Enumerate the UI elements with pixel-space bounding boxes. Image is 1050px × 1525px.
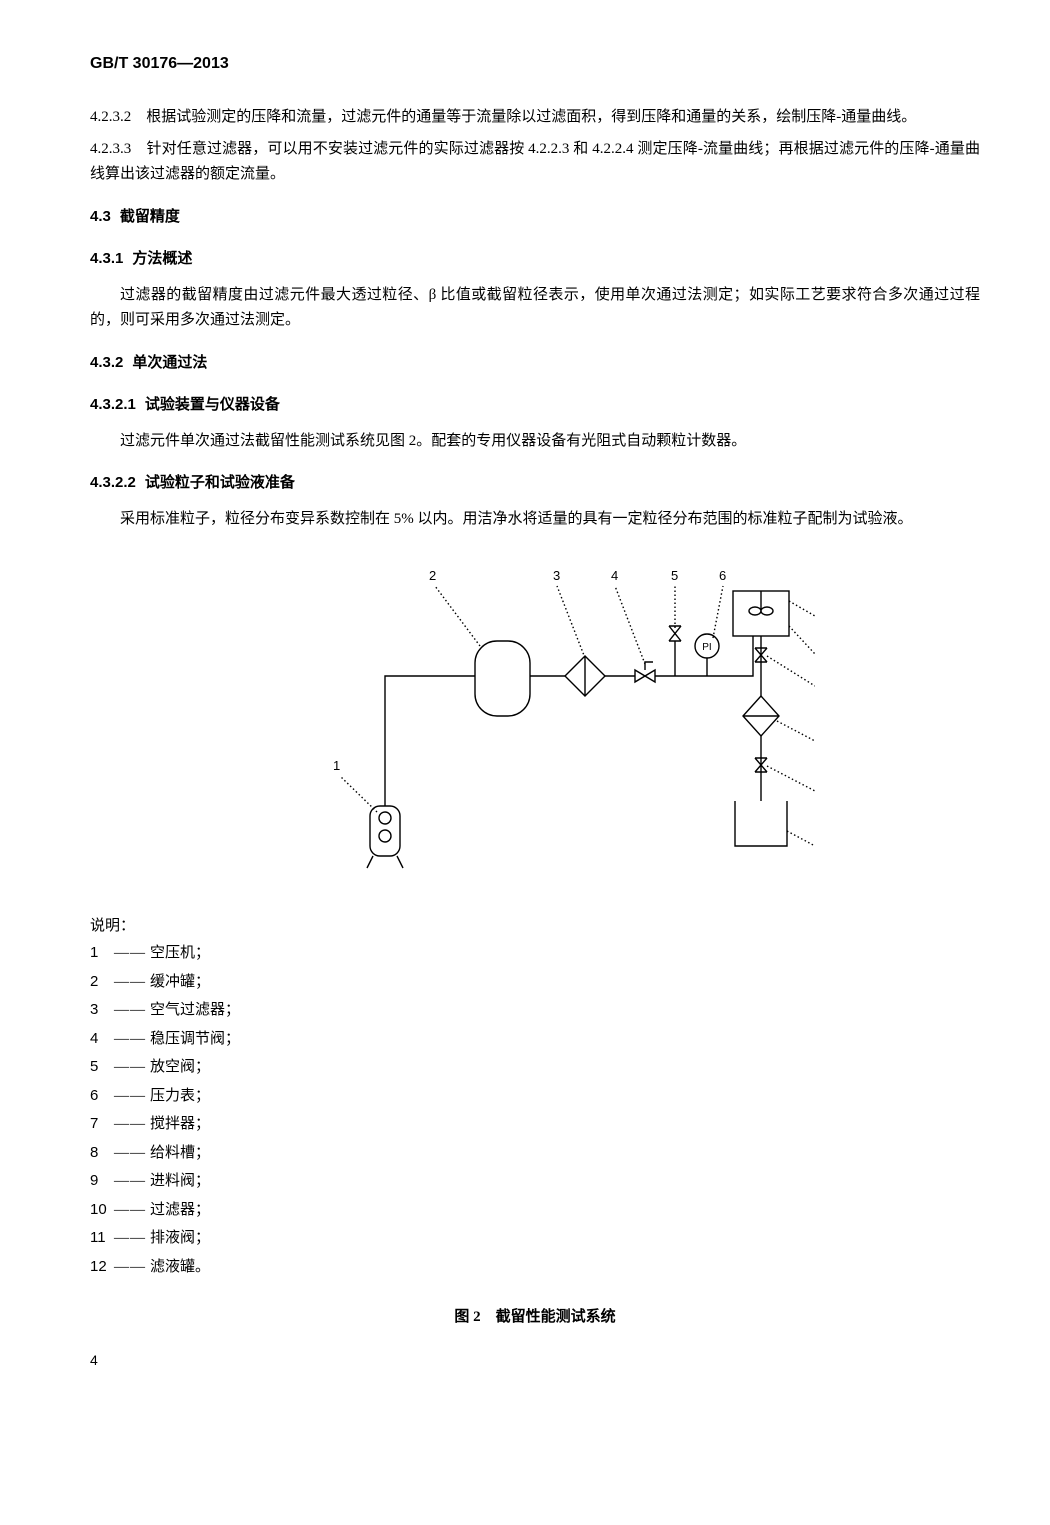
para-4-2-3-2: 4.2.3.2 根据试验测定的压降和流量，过滤元件的通量等于流量除以过滤面积，得…: [90, 105, 980, 131]
legend-dash: ——: [114, 1116, 146, 1132]
legend-dash: ——: [114, 1059, 146, 1075]
legend-text: 搅拌器；: [150, 1116, 210, 1132]
svg-text:PI: PI: [702, 642, 711, 653]
para-4-3-1: 过滤器的截留精度由过滤元件最大透过粒径、β 比值或截留粒径表示，使用单次通过法测…: [90, 283, 980, 334]
legend-text: 滤液罐。: [150, 1259, 210, 1275]
legend-dash: ——: [114, 1259, 146, 1275]
clause-text: 根据试验测定的压降和流量，过滤元件的通量等于流量除以过滤面积，得到压降和通量的关…: [146, 109, 916, 125]
legend-item: 1——空压机；: [90, 939, 980, 968]
legend-dash: ——: [114, 1088, 146, 1104]
legend-item: 12——滤液罐。: [90, 1253, 980, 1282]
section-4-3-2-1: 4.3.2.1 试验装置与仪器设备: [90, 392, 980, 419]
figure-2: PI: [90, 546, 980, 896]
diagram-svg: PI: [255, 546, 815, 886]
page-number: 4: [90, 1349, 980, 1373]
legend-item: 7——搅拌器；: [90, 1110, 980, 1139]
legend-item: 6——压力表；: [90, 1082, 980, 1111]
para-4-3-2-2: 采用标准粒子，粒径分布变异系数控制在 5% 以内。用洁净水将适量的具有一定粒径分…: [90, 507, 980, 533]
legend-dash: ——: [114, 1002, 146, 1018]
legend-item: 5——放空阀；: [90, 1053, 980, 1082]
section-4-3-2: 4.3.2 单次通过法: [90, 350, 980, 377]
legend-dash: ——: [114, 945, 146, 961]
section-num: 4.3.1: [90, 250, 123, 267]
legend-num: 9: [90, 1167, 114, 1196]
legend-text: 过滤器；: [150, 1202, 210, 1218]
section-4-3-1: 4.3.1 方法概述: [90, 246, 980, 273]
legend-dash: ——: [114, 1031, 146, 1047]
legend-item: 8——给料槽；: [90, 1139, 980, 1168]
legend-item: 3——空气过滤器；: [90, 996, 980, 1025]
section-title: 单次通过法: [132, 355, 207, 371]
svg-text:4: 4: [611, 568, 618, 583]
legend-dash: ——: [114, 974, 146, 990]
section-4-3-2-2: 4.3.2.2 试验粒子和试验液准备: [90, 470, 980, 497]
legend-text: 排液阀；: [150, 1230, 210, 1246]
clause-text: 针对任意过滤器，可以用不安装过滤元件的实际过滤器按 4.2.2.3 和 4.2.…: [90, 141, 980, 183]
svg-text:2: 2: [429, 568, 436, 583]
legend-num: 12: [90, 1253, 114, 1282]
legend-list: 1——空压机；2——缓冲罐；3——空气过滤器；4——稳压调节阀；5——放空阀；6…: [90, 939, 980, 1281]
legend-text: 稳压调节阀；: [150, 1031, 240, 1047]
clause-num: 4.2.3.2: [90, 109, 131, 125]
figure-caption: 图 2 截留性能测试系统: [90, 1305, 980, 1331]
svg-text:3: 3: [553, 568, 560, 583]
legend-item: 10——过滤器；: [90, 1196, 980, 1225]
clause-num: 4.2.3.3: [90, 141, 131, 157]
svg-text:6: 6: [719, 568, 726, 583]
legend-text: 放空阀；: [150, 1059, 210, 1075]
legend-text: 空气过滤器；: [150, 1002, 240, 1018]
svg-text:5: 5: [671, 568, 678, 583]
legend-text: 空压机；: [150, 945, 210, 961]
section-title: 试验粒子和试验液准备: [145, 475, 295, 491]
legend-text: 缓冲罐；: [150, 974, 210, 990]
section-num: 4.3: [90, 208, 111, 225]
legend-num: 8: [90, 1139, 114, 1168]
legend-item: 9——进料阀；: [90, 1167, 980, 1196]
legend-num: 6: [90, 1082, 114, 1111]
legend-item: 4——稳压调节阀；: [90, 1025, 980, 1054]
legend-text: 给料槽；: [150, 1145, 210, 1161]
section-4-3: 4.3 截留精度: [90, 204, 980, 231]
legend-num: 7: [90, 1110, 114, 1139]
para-4-3-2-1: 过滤元件单次通过法截留性能测试系统见图 2。配套的专用仪器设备有光阻式自动颗粒计…: [90, 429, 980, 455]
section-title: 截留精度: [120, 209, 180, 225]
para-4-2-3-3: 4.2.3.3 针对任意过滤器，可以用不安装过滤元件的实际过滤器按 4.2.2.…: [90, 137, 980, 188]
legend-title: 说明：: [90, 914, 980, 940]
legend-num: 5: [90, 1053, 114, 1082]
legend-dash: ——: [114, 1173, 146, 1189]
section-num: 4.3.2.1: [90, 396, 136, 413]
legend-dash: ——: [114, 1145, 146, 1161]
legend-num: 3: [90, 996, 114, 1025]
legend-item: 11——排液阀；: [90, 1224, 980, 1253]
legend-dash: ——: [114, 1202, 146, 1218]
section-title: 试验装置与仪器设备: [145, 397, 280, 413]
section-num: 4.3.2.2: [90, 474, 136, 491]
section-num: 4.3.2: [90, 354, 123, 371]
legend-num: 11: [90, 1224, 114, 1253]
legend-num: 10: [90, 1196, 114, 1225]
legend-text: 进料阀；: [150, 1173, 210, 1189]
svg-text:1: 1: [333, 758, 340, 773]
legend-dash: ——: [114, 1230, 146, 1246]
legend-num: 4: [90, 1025, 114, 1054]
legend-item: 2——缓冲罐；: [90, 968, 980, 997]
legend-num: 1: [90, 939, 114, 968]
legend-num: 2: [90, 968, 114, 997]
section-title: 方法概述: [132, 251, 192, 267]
legend-text: 压力表；: [150, 1088, 210, 1104]
doc-header: GB/T 30176—2013: [90, 50, 980, 77]
